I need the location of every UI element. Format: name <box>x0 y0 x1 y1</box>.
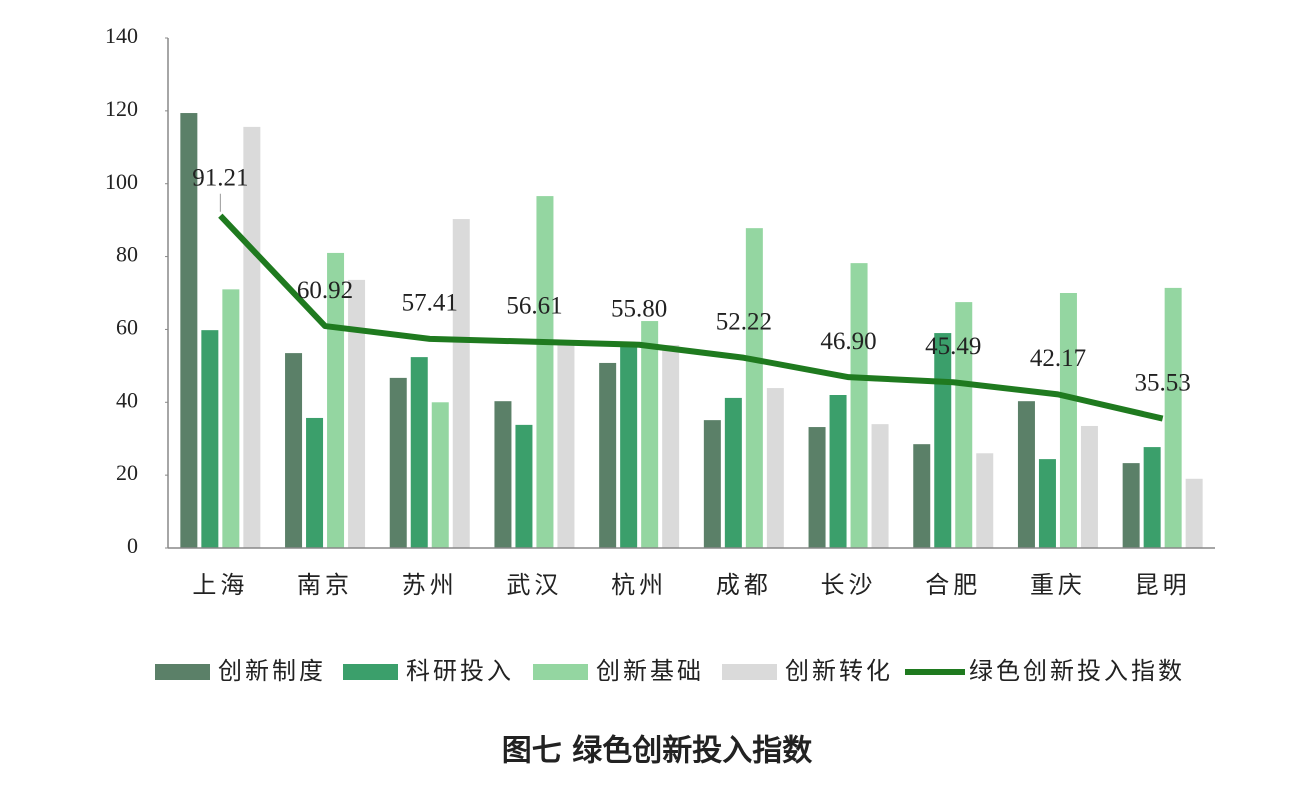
bar <box>955 302 973 548</box>
bar <box>201 330 219 548</box>
bar <box>724 397 742 548</box>
bar <box>620 342 638 548</box>
data-label: 46.90 <box>820 328 876 355</box>
bar <box>829 395 847 548</box>
bar <box>285 353 303 548</box>
bar <box>557 344 575 548</box>
bar <box>1143 447 1161 548</box>
bar <box>536 196 554 548</box>
x-tick-label: 长沙 <box>821 571 877 599</box>
x-tick-label: 合肥 <box>925 571 981 599</box>
legend-label: 绿色创新投入指数 <box>969 657 1185 685</box>
bar <box>389 377 407 548</box>
legend-label: 创新转化 <box>785 657 893 685</box>
data-label: 91.21 <box>192 164 248 191</box>
bar <box>808 427 826 548</box>
y-tick-label: 140 <box>105 23 138 48</box>
bar <box>348 279 366 548</box>
bar <box>871 424 889 548</box>
data-label: 60.92 <box>297 277 353 304</box>
bar <box>934 333 952 548</box>
bar <box>515 424 533 548</box>
x-tick-label: 杭州 <box>611 571 667 599</box>
x-tick-label: 重庆 <box>1030 571 1086 599</box>
bar <box>243 126 261 548</box>
bar <box>410 357 428 548</box>
bar <box>1080 425 1098 548</box>
bar <box>1038 459 1056 548</box>
bar <box>1059 293 1077 548</box>
bar <box>662 345 680 548</box>
legend-swatch <box>155 664 210 680</box>
y-tick-label: 40 <box>116 387 138 412</box>
bar <box>222 289 240 548</box>
y-tick-label: 20 <box>116 460 138 485</box>
y-tick-label: 60 <box>116 314 138 339</box>
legend-swatch <box>533 664 588 680</box>
line <box>218 213 1164 422</box>
bar <box>913 444 931 548</box>
bar <box>452 219 470 549</box>
bar <box>431 402 449 548</box>
data-label: 56.61 <box>506 293 562 320</box>
data-label: 45.49 <box>925 333 981 360</box>
bar <box>1164 287 1182 548</box>
bar <box>703 420 721 548</box>
legend-label: 科研投入 <box>406 657 514 685</box>
bar <box>180 113 198 549</box>
bar <box>599 362 617 548</box>
y-tick-label: 0 <box>127 533 138 558</box>
bar <box>641 321 659 548</box>
data-label: 55.80 <box>611 295 667 322</box>
legend-swatch <box>343 664 398 680</box>
bar <box>1185 478 1203 548</box>
bar <box>1122 463 1140 548</box>
data-label: 52.22 <box>716 309 772 336</box>
bar <box>766 388 784 548</box>
data-label: 57.41 <box>402 290 458 317</box>
bar <box>976 453 994 548</box>
x-tick-label: 昆明 <box>1135 571 1191 599</box>
data-label: 42.17 <box>1030 345 1086 372</box>
data-label: 35.53 <box>1135 369 1191 396</box>
x-tick-label: 上海 <box>192 571 248 599</box>
x-tick-label: 成都 <box>716 571 772 599</box>
x-tick-label: 苏州 <box>402 571 458 599</box>
y-tick-label: 120 <box>105 96 138 121</box>
legend-swatch <box>722 664 777 680</box>
bar <box>494 401 512 548</box>
y-tick-label: 100 <box>105 169 138 194</box>
legend-label: 创新基础 <box>596 657 704 685</box>
x-tick-label: 武汉 <box>506 571 562 599</box>
bar <box>306 417 324 548</box>
bar <box>1017 401 1035 548</box>
y-tick-label: 80 <box>116 242 138 267</box>
bar <box>745 228 763 548</box>
x-tick-label: 南京 <box>297 571 353 599</box>
legend-label: 创新制度 <box>218 657 326 685</box>
bar <box>850 263 868 548</box>
chart-title: 图七 绿色创新投入指数 <box>502 734 813 769</box>
